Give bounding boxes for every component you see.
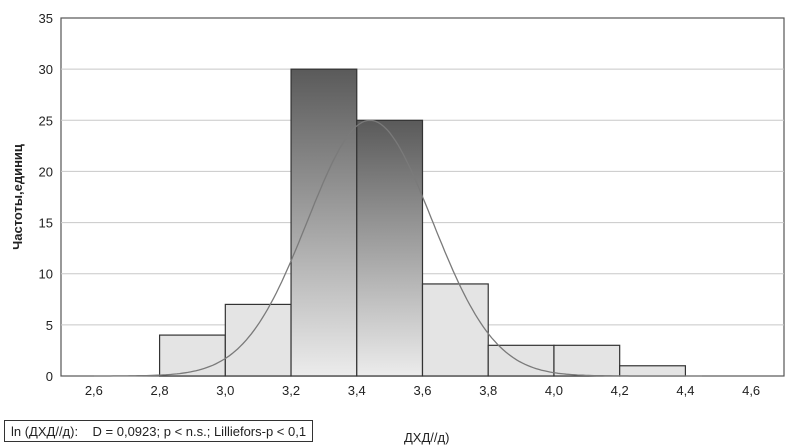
x-tick-label: 2,6 <box>85 383 103 398</box>
stats-legend: ln (ДХД//д): D = 0,0923; p < n.s.; Lilli… <box>4 420 314 442</box>
normal-fit-curve <box>93 119 702 377</box>
x-tick-label: 4,0 <box>545 383 563 398</box>
x-tick-label: 3,8 <box>479 383 497 398</box>
y-tick-label: 20 <box>39 164 53 179</box>
histogram-bar <box>290 68 358 377</box>
histogram-bar <box>224 303 292 377</box>
x-tick-label: 4,4 <box>676 383 694 398</box>
y-tick-label: 5 <box>46 318 53 333</box>
histogram-bar <box>619 365 687 377</box>
y-axis-title: Частоты,единиц <box>10 144 25 250</box>
x-tick-label: 4,6 <box>742 383 760 398</box>
histogram-bar <box>158 334 226 377</box>
x-tick-label: 4,2 <box>611 383 629 398</box>
y-axis-ticks: 0 5 10 15 20 25 30 35 <box>39 11 53 384</box>
y-tick-label: 25 <box>39 113 53 128</box>
y-tick-label: 10 <box>39 267 53 282</box>
x-tick-label: 3,4 <box>348 383 366 398</box>
x-tick-label: 3,0 <box>216 383 234 398</box>
x-tick-label: 2,8 <box>151 383 169 398</box>
histogram-bar <box>356 119 424 377</box>
y-tick-label: 30 <box>39 62 53 77</box>
y-tick-label: 15 <box>39 216 53 231</box>
x-tick-label: 3,6 <box>413 383 431 398</box>
histogram-bar <box>421 283 489 377</box>
x-axis-ticks: 2,6 2,8 3,0 3,2 3,4 3,6 3,8 4,0 4,2 4,4 4,6 <box>85 383 760 398</box>
histogram-bars <box>158 68 687 377</box>
histogram-bar <box>553 344 621 377</box>
y-tick-label: 0 <box>46 369 53 384</box>
x-tick-label: 3,2 <box>282 383 300 398</box>
y-tick-label: 35 <box>39 11 53 26</box>
x-axis-title: ДХД//д) <box>404 430 449 445</box>
